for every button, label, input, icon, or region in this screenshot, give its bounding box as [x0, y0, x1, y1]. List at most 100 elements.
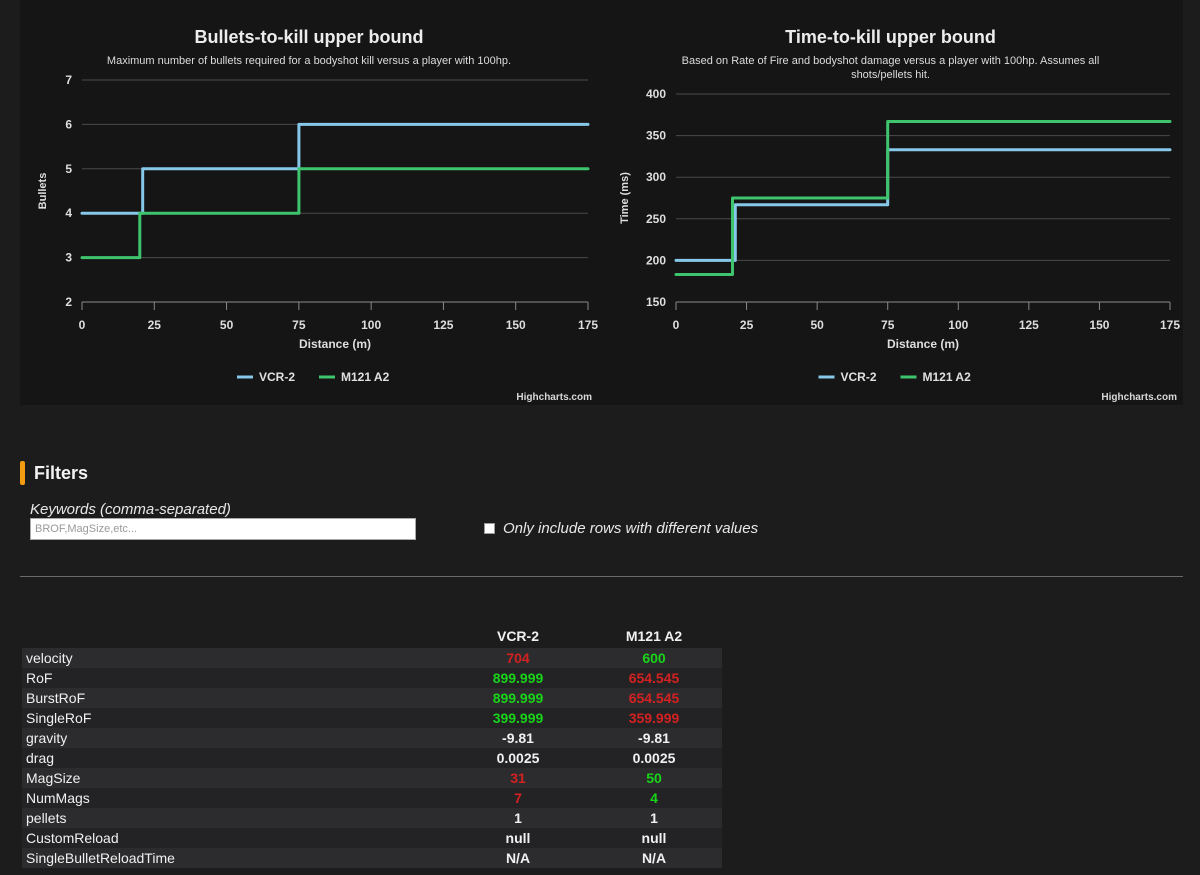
y-tick-label: 6	[65, 117, 72, 131]
x-tick-label: 175	[578, 318, 598, 332]
stat-value: 0.0025	[586, 748, 722, 768]
x-tick-label: 0	[79, 318, 86, 332]
filters-accent-bar	[20, 461, 25, 485]
x-tick-label: 25	[148, 318, 162, 332]
table-row: RoF 899.999 654.545	[22, 668, 722, 688]
x-tick-label: 175	[1160, 318, 1180, 332]
y-tick-label: 2	[65, 295, 72, 309]
y-tick-label: 150	[646, 295, 666, 309]
comparison-table: VCR-2 M121 A2 velocity 704 600 RoF 899.999 65…	[22, 624, 722, 868]
bullets-to-kill-chart-svg: Bullets-to-kill upper bound Maximum numbe…	[37, 27, 598, 403]
stat-name: SingleRoF	[22, 708, 450, 728]
filters-header: Filters	[20, 461, 88, 485]
only-different-checkbox[interactable]	[484, 523, 495, 534]
y-tick-label: 7	[65, 73, 72, 87]
x-tick-label: 150	[506, 318, 526, 332]
x-tick-label: 50	[220, 318, 234, 332]
x-tick-label: 150	[1089, 318, 1109, 332]
stat-name: gravity	[22, 728, 450, 748]
stat-name: drag	[22, 748, 450, 768]
table-row: velocity 704 600	[22, 648, 722, 668]
y-tick-label: 400	[646, 87, 666, 101]
stat-name: velocity	[22, 648, 450, 668]
table-header-row: VCR-2 M121 A2	[22, 624, 722, 648]
stat-name: BurstRoF	[22, 688, 450, 708]
stat-value: 0.0025	[450, 748, 586, 768]
stat-value: 4	[586, 788, 722, 808]
stat-value: N/A	[586, 848, 722, 868]
x-axis-title: Distance (m)	[299, 337, 371, 351]
y-tick-label: 3	[65, 251, 72, 265]
stat-value: 704	[450, 648, 586, 668]
y-tick-label: 5	[65, 162, 72, 176]
series-line-vcr-2[interactable]	[80, 122, 590, 215]
stat-name: CustomReload	[22, 828, 450, 848]
stat-value: N/A	[450, 848, 586, 868]
stat-value: null	[586, 828, 722, 848]
x-tick-label: 125	[1019, 318, 1039, 332]
only-different-toggle[interactable]: Only include rows with different values	[484, 520, 758, 537]
stat-value: -9.81	[586, 728, 722, 748]
x-tick-label: 75	[292, 318, 306, 332]
y-tick-label: 250	[646, 212, 666, 226]
table-row: SingleRoF 399.999 359.999	[22, 708, 722, 728]
legend-item[interactable]: M121 A2	[319, 370, 390, 384]
stat-value: 31	[450, 768, 586, 788]
stat-value: 654.545	[586, 688, 722, 708]
legend-item[interactable]: VCR-2	[818, 370, 877, 384]
x-tick-label: 100	[948, 318, 968, 332]
legend-item[interactable]: M121 A2	[900, 370, 972, 384]
x-tick-label: 50	[810, 318, 824, 332]
x-tick-label: 0	[673, 318, 680, 332]
stat-name: RoF	[22, 668, 450, 688]
series-line-m121-a2[interactable]	[80, 167, 590, 260]
only-different-label: Only include rows with different values	[503, 520, 759, 537]
filters-title: Filters	[34, 462, 89, 483]
keywords-input[interactable]	[30, 518, 416, 540]
stat-value: 50	[586, 768, 722, 788]
credits-link[interactable]: Highcharts.com	[1101, 392, 1177, 403]
table-row: SingleBulletReloadTime N/A N/A	[22, 848, 722, 868]
table-row: MagSize 31 50	[22, 768, 722, 788]
x-tick-label: 125	[433, 318, 453, 332]
table-row: CustomReload null null	[22, 828, 722, 848]
table-row: NumMags 7 4	[22, 788, 722, 808]
x-axis-title: Distance (m)	[887, 337, 959, 351]
stat-name: MagSize	[22, 768, 450, 788]
series-line-m121-a2[interactable]	[674, 120, 1172, 276]
stat-value: 654.545	[586, 668, 722, 688]
series-line-vcr-2[interactable]	[674, 148, 1172, 262]
chart-subtitle: Based on Rate of Fire and bodyshot damag…	[682, 55, 1100, 81]
section-divider	[20, 576, 1183, 577]
stat-value: 899.999	[450, 668, 586, 688]
table-row: gravity -9.81 -9.81	[22, 728, 722, 748]
chart-subtitle: Maximum number of bullets required for a…	[107, 55, 511, 67]
x-tick-label: 25	[740, 318, 754, 332]
bullets-to-kill-chart: Bullets-to-kill upper bound Maximum numbe…	[20, 0, 598, 405]
stat-name: SingleBulletReloadTime	[22, 848, 450, 868]
y-tick-label: 200	[646, 253, 666, 267]
table-row: BurstRoF 899.999 654.545	[22, 688, 722, 708]
column-header-weapon-2: M121 A2	[625, 628, 683, 644]
time-to-kill-chart-svg: Time-to-kill upper bound Based on Rate of…	[619, 27, 1180, 403]
legend-label: M121 A2	[923, 370, 972, 384]
credits-link[interactable]: Highcharts.com	[516, 392, 592, 403]
stat-value: null	[450, 828, 586, 848]
table-header-blank	[22, 624, 450, 648]
stat-name: NumMags	[22, 788, 450, 808]
legend-label: M121 A2	[341, 370, 390, 384]
stat-value: 899.999	[450, 688, 586, 708]
y-axis-title: Bullets	[37, 173, 49, 210]
legend-label: VCR-2	[841, 370, 877, 384]
stat-value: 1	[586, 808, 722, 828]
column-header-weapon-1: VCR-2	[496, 628, 539, 644]
y-tick-label: 300	[646, 170, 666, 184]
table-row: drag 0.0025 0.0025	[22, 748, 722, 768]
legend-item[interactable]: VCR-2	[237, 370, 295, 384]
stat-value: 399.999	[450, 708, 586, 728]
y-tick-label: 4	[65, 206, 72, 220]
table-row: pellets 1 1	[22, 808, 722, 828]
y-tick-label: 350	[646, 129, 666, 143]
x-tick-label: 100	[361, 318, 381, 332]
stat-value: 600	[586, 648, 722, 668]
